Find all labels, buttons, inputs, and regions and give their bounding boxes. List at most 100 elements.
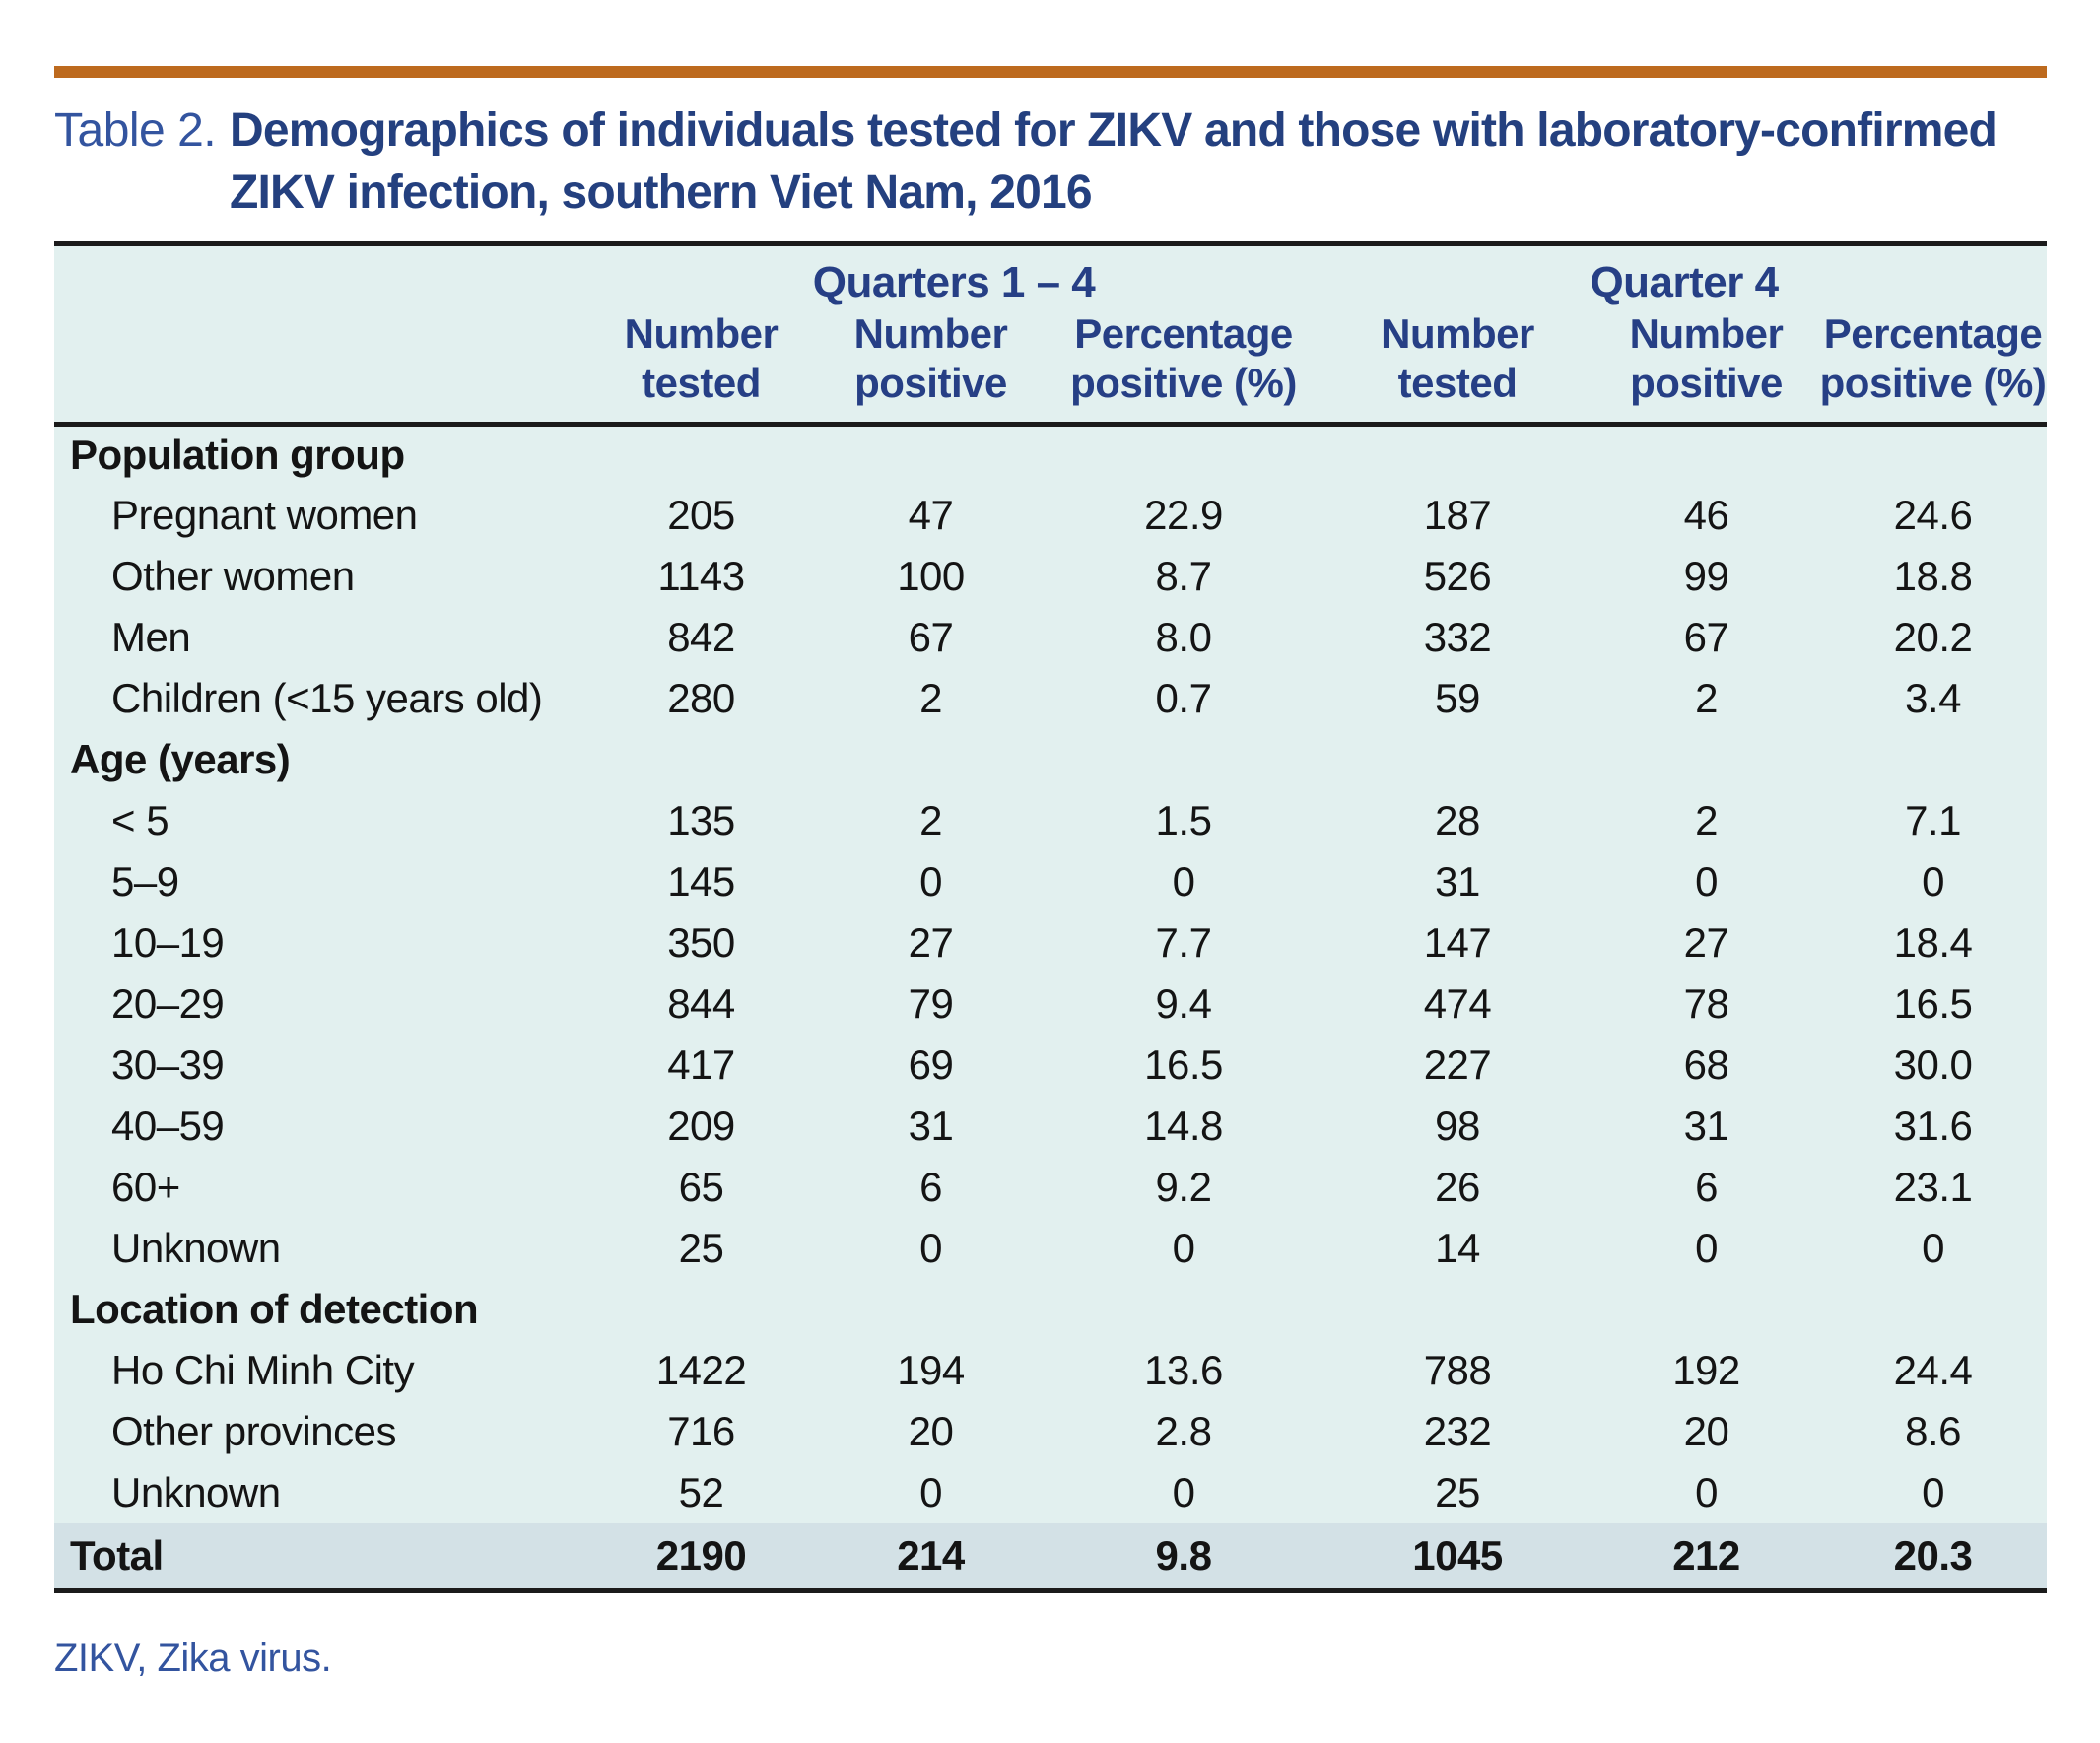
cell-value: 30.0 [1893,1041,1973,1088]
column-header-spacer [54,309,586,425]
table-row: Ho Chi Minh City 1422 194 13.6 788 192 24.4 [54,1340,2047,1401]
cell-value: 844 [667,980,735,1027]
cell-value: 52 [678,1469,724,1515]
cell-value: 16.5 [1893,980,1973,1027]
cell-value: 2 [1695,797,1718,843]
cell-value: 23.1 [1893,1164,1973,1210]
cell-value: 474 [1423,980,1492,1027]
cell-value: 27 [908,919,954,966]
cell-value: 0 [919,1469,942,1515]
cell-value: 8.0 [1155,614,1212,660]
table-row: Pregnant women 205 47 22.9 187 46 24.6 [54,485,2047,546]
cell-value: 842 [667,614,735,660]
cell-value: 18.8 [1893,553,1973,599]
cell-value: 99 [1683,553,1729,599]
cell-value: 0 [919,1225,942,1271]
row-label: Men [111,614,191,660]
cell-value: 135 [667,797,735,843]
cell-value: 232 [1423,1408,1492,1454]
total-row: Total 2190 214 9.8 1045 212 20.3 [54,1523,2048,1590]
section-heading-row: Age (years) [54,729,2047,790]
cell-value: 0 [1695,858,1718,905]
cell-value: 205 [667,492,735,538]
cell-value: 16.5 [1144,1041,1223,1088]
cell-value: 0 [1172,1225,1195,1271]
cell-value: 0.7 [1155,675,1212,721]
row-label: 60+ [111,1164,180,1210]
row-label: 20–29 [111,980,225,1027]
cell-value: 788 [1423,1347,1492,1393]
cell-value: 187 [1423,492,1492,538]
cell-value: 1143 [657,553,745,599]
row-label: 5–9 [111,858,179,905]
row-label: Other women [111,553,355,599]
total-value: 20.3 [1893,1531,1973,1578]
cell-value: 2 [919,797,942,843]
cell-value: 20 [908,1408,954,1454]
accent-bar [54,66,2047,78]
table-row: 10–19 350 27 7.7 147 27 18.4 [54,912,2047,973]
cell-value: 145 [667,858,735,905]
column-header-number-tested-q14: Number tested [624,309,779,406]
cell-value: 716 [667,1408,735,1454]
cell-value: 3.4 [1905,675,1961,721]
cell-value: 147 [1423,919,1492,966]
row-label: 10–19 [111,919,225,966]
cell-value: 28 [1435,797,1480,843]
row-label: Unknown [111,1225,281,1271]
table-row: Other women 1143 100 8.7 526 99 18.8 [54,546,2047,607]
cell-value: 0 [1922,1469,1944,1515]
row-label: Other provinces [111,1408,396,1454]
cell-value: 69 [908,1041,954,1088]
table-number-label: Table 2. [54,104,217,157]
table-caption: Table 2. Demographics of individuals tes… [54,100,2047,224]
row-label: Ho Chi Minh City [111,1347,415,1393]
cell-value: 280 [667,675,735,721]
cell-value: 20 [1683,1408,1729,1454]
cell-value: 31 [1683,1103,1729,1149]
table-row: 40–59 209 31 14.8 98 31 31.6 [54,1096,2047,1157]
cell-value: 59 [1435,675,1480,721]
cell-value: 68 [1683,1041,1729,1088]
cell-value: 14 [1435,1225,1480,1271]
cell-value: 6 [1695,1164,1718,1210]
section-heading: Age (years) [70,736,291,782]
page: Table 2. Demographics of individuals tes… [0,66,2100,1743]
row-label: Pregnant women [111,492,418,538]
cell-value: 26 [1435,1164,1480,1210]
cell-value: 192 [1672,1347,1740,1393]
cell-value: 0 [1695,1225,1718,1271]
table-row: Children (<15 years old) 280 2 0.7 59 2 3.4 [54,668,2047,729]
cell-value: 22.9 [1144,492,1223,538]
section-heading: Population group [70,432,405,479]
total-value: 1045 [1412,1531,1503,1578]
total-value: 212 [1672,1531,1740,1578]
cell-value: 6 [919,1164,942,1210]
column-header-number-positive-q4: Number positive [1629,309,1784,406]
table-row: 5–9 145 0 0 31 0 0 [54,851,2047,912]
column-header-number-positive-q14: Number positive [853,309,1008,406]
cell-value: 2 [919,675,942,721]
table-title: Demographics of individuals tested for Z… [230,104,1998,219]
cell-value: 0 [1922,858,1944,905]
cell-value: 18.4 [1893,919,1973,966]
cell-value: 13.6 [1144,1347,1223,1393]
row-label: Unknown [111,1469,281,1515]
cell-value: 46 [1683,492,1729,538]
cell-value: 8.6 [1905,1408,1961,1454]
total-label: Total [70,1531,164,1578]
cell-value: 9.4 [1155,980,1212,1027]
cell-value: 27 [1683,919,1729,966]
total-value: 2190 [655,1531,747,1578]
table-row: Men 842 67 8.0 332 67 20.2 [54,607,2047,668]
cell-value: 8.7 [1155,553,1212,599]
table-row: Other provinces 716 20 2.8 232 20 8.6 [54,1401,2047,1462]
group-header-spacer [54,244,586,309]
total-value: 214 [897,1531,965,1578]
cell-value: 1.5 [1155,797,1212,843]
cell-value: 0 [1695,1469,1718,1515]
cell-value: 67 [908,614,954,660]
row-label: 30–39 [111,1041,225,1088]
cell-value: 78 [1683,980,1729,1027]
group-header-quarter-4: Quarter 4 [1590,257,1779,306]
